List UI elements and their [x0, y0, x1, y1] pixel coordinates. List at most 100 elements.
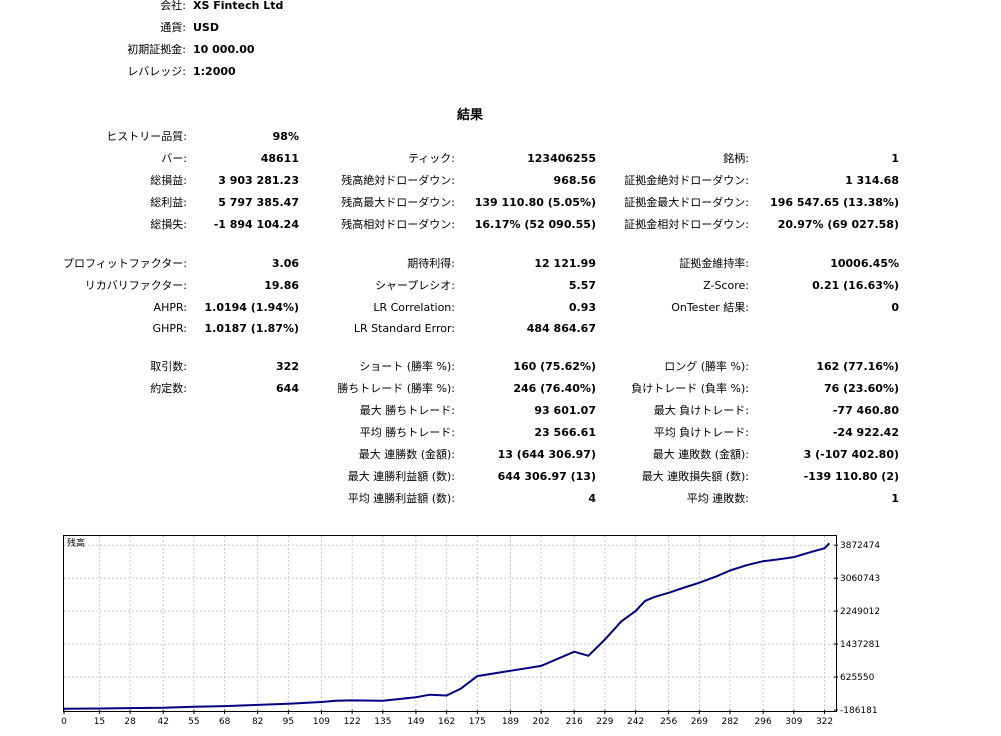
stat-value-col1: 19.86: [264, 279, 299, 292]
x-tick-label: 149: [407, 717, 424, 727]
stat-value-col3: -77 460.80: [832, 404, 899, 417]
x-tick-label: 135: [374, 717, 391, 727]
x-tick-label: 68: [219, 717, 231, 727]
stat-value-col2: 968.56: [553, 174, 596, 187]
stat-label-col2: 勝ちトレード (勝率 %):: [337, 382, 455, 395]
stat-value-col3: 10006.45%: [830, 257, 899, 270]
stat-label-col1: 取引数:: [150, 360, 187, 373]
stat-value-col1: 1.0187 (1.87%): [204, 322, 300, 335]
stat-value-col3: 162 (77.16%): [816, 360, 899, 373]
leverage-value: 1:2000: [193, 65, 236, 78]
stat-label-col1: 総損益:: [150, 174, 187, 187]
results-title: 結果: [456, 108, 483, 123]
stat-value-col2: 246 (76.40%): [513, 382, 596, 395]
x-tick-label: 28: [124, 717, 136, 727]
x-tick-label: 55: [188, 717, 199, 727]
stat-value-col2: 0.93: [568, 301, 596, 314]
stat-label-col1: GHPR:: [152, 322, 187, 335]
stat-label-col2: 残高絶対ドローダウン:: [341, 174, 455, 187]
stat-value-col2: 5.57: [568, 279, 596, 292]
stat-label-col2: 最大 勝ちトレード:: [359, 404, 455, 417]
stat-label-col3: 最大 負けトレード:: [653, 404, 749, 417]
stat-label-col3: 平均 負けトレード:: [653, 426, 749, 439]
stat-value-col2: 644 306.97 (13): [497, 470, 596, 483]
stat-label-col2: ティック:: [407, 152, 455, 165]
x-tick-label: 42: [157, 717, 168, 727]
stat-value-col1: 322: [276, 360, 299, 373]
stat-value-col3: -139 110.80 (2): [803, 470, 899, 483]
stat-label-col3: 最大 連敗数 (金額):: [652, 448, 749, 461]
stat-label-col3: 証拠金相対ドローダウン:: [624, 218, 749, 231]
x-tick-label: 82: [252, 717, 263, 727]
x-tick-label: 122: [344, 717, 361, 727]
stat-value-col2: 484 864.67: [526, 322, 596, 335]
stat-value-col1: 5 797 385.47: [218, 196, 299, 209]
chart-title: 残高: [67, 537, 85, 549]
x-tick-label: 322: [816, 717, 833, 727]
stat-label-col1: ヒストリー品質:: [106, 130, 187, 143]
stat-value-col2: 4: [588, 492, 596, 505]
stat-value-col2: 160 (75.62%): [513, 360, 596, 373]
stat-value-col3: 196 547.65 (13.38%): [770, 196, 899, 209]
stat-label-col3: 証拠金維持率:: [679, 257, 749, 270]
x-tick-label: 0: [61, 717, 67, 727]
stat-label-col3: 証拠金最大ドローダウン:: [624, 196, 749, 209]
stat-value-col2: 123406255: [527, 152, 596, 165]
stat-value-col2: 139 110.80 (5.05%): [474, 196, 596, 209]
stat-value-col2: 23 566.61: [534, 426, 596, 439]
x-tick-label: 282: [721, 717, 738, 727]
y-tick-label: 2249012: [840, 607, 880, 617]
stat-value-col3: 76 (23.60%): [823, 382, 899, 395]
stat-label-col3: 証拠金絶対ドローダウン:: [624, 174, 749, 187]
stat-label-col2: 最大 連勝数 (金額):: [358, 448, 455, 461]
stat-value-col3: 1: [891, 152, 899, 165]
stat-label-col2: LR Standard Error:: [353, 322, 455, 335]
x-tick-label: 216: [566, 717, 583, 727]
currency-value: USD: [193, 21, 219, 34]
stat-label-col1: 総損失:: [150, 218, 187, 231]
stat-label-col3: Z-Score:: [703, 279, 749, 292]
stat-label-col1: 約定数:: [150, 382, 187, 395]
stat-label-col2: LR Correlation:: [373, 301, 455, 314]
x-tick-label: 109: [313, 717, 330, 727]
x-tick-label: 256: [660, 717, 677, 727]
stat-label-col1: AHPR:: [153, 301, 187, 314]
balance-chart: [63, 535, 837, 712]
company-label: 会社:: [160, 0, 186, 12]
stat-label-col3: OnTester 結果:: [671, 301, 749, 314]
stat-label-col1: 総利益:: [150, 196, 187, 209]
stat-value-col3: 0: [891, 301, 899, 314]
deposit-label: 初期証拠金:: [127, 43, 186, 56]
stat-label-col1: バー:: [161, 152, 187, 165]
x-tick-label: 95: [283, 717, 294, 727]
stat-value-col1: 3.06: [271, 257, 299, 270]
y-tick-label: 3060743: [840, 574, 880, 584]
stat-label-col1: プロフィットファクター:: [62, 257, 187, 270]
stat-value-col3: 0.21 (16.63%): [812, 279, 899, 292]
stat-label-col2: 残高相対ドローダウン:: [341, 218, 455, 231]
x-tick-label: 269: [691, 717, 708, 727]
company-value: XS Fintech Ltd: [193, 0, 284, 12]
stat-value-col1: 48611: [260, 152, 299, 165]
leverage-label: レバレッジ:: [127, 65, 186, 78]
stat-value-col1: 644: [276, 382, 299, 395]
stat-label-col2: 平均 連勝利益額 (数):: [347, 492, 455, 505]
stat-value-col1: 1.0194 (1.94%): [204, 301, 300, 314]
y-tick-label: 3872474: [840, 541, 880, 551]
x-tick-label: 242: [627, 717, 644, 727]
balance-line: [63, 542, 831, 710]
stat-value-col3: 3 (-107 402.80): [803, 448, 899, 461]
stat-label-col2: 残高最大ドローダウン:: [341, 196, 455, 209]
stat-label-col3: 負けトレード (負率 %):: [631, 382, 749, 395]
stat-label-col3: 平均 連敗数:: [686, 492, 749, 505]
stat-label-col2: シャープレシオ:: [374, 279, 455, 292]
y-tick-label: 625550: [840, 673, 875, 683]
stat-value-col1: 98%: [272, 130, 299, 143]
currency-label: 通貨:: [160, 21, 186, 34]
stat-label-col2: ショート (勝率 %):: [359, 360, 455, 373]
x-tick-label: 175: [469, 717, 486, 727]
x-tick-label: 309: [785, 717, 802, 727]
stat-value-col2: 13 (644 306.97): [497, 448, 596, 461]
x-tick-label: 189: [502, 717, 519, 727]
